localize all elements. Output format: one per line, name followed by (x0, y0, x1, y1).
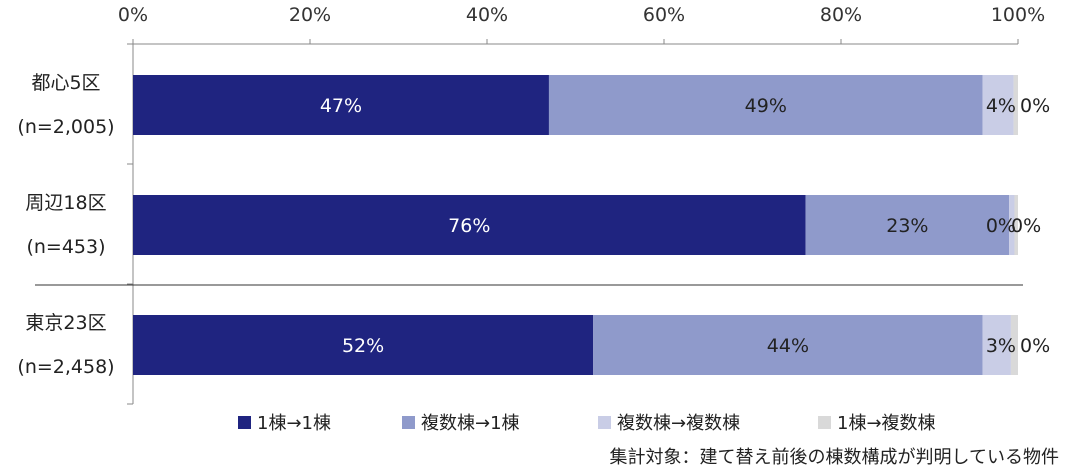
bar-segment (1010, 315, 1018, 375)
legend-swatch (598, 415, 611, 429)
x-tick-label: 40% (466, 4, 508, 26)
bar-segment (1009, 195, 1015, 255)
x-tick-label: 80% (820, 4, 862, 26)
bar-segment (805, 195, 1010, 255)
bar-segment (548, 75, 983, 135)
bar-segment (133, 195, 806, 255)
data-label: 49% (745, 95, 787, 117)
data-label: 0% (1020, 335, 1050, 357)
category-n-label: (n=2,005) (17, 116, 114, 138)
data-label: 0% (986, 215, 1016, 237)
data-label: 52% (342, 335, 384, 357)
bar-segment (133, 315, 594, 375)
bar-segment (982, 75, 1014, 135)
category-label: 周辺18区 (25, 192, 106, 214)
data-label: 3% (986, 335, 1016, 357)
legend-item-series-4: 1棟→複数棟 (818, 409, 936, 435)
bar-segment (1014, 195, 1018, 255)
legend-swatch (238, 415, 251, 429)
legend-swatch (818, 415, 831, 429)
category-n-label: (n=2,458) (17, 356, 114, 378)
data-label: 0% (1020, 95, 1050, 117)
data-label: 44% (767, 335, 809, 357)
footnote: 集計対象：建て替え前後の棟数構成が判明している物件 (609, 447, 1059, 468)
legend: 1棟→1棟 複数棟→1棟 複数棟→複数棟 1棟→複数棟 (238, 409, 936, 435)
legend-label: 複数棟→1棟 (421, 413, 520, 434)
data-label: 76% (448, 215, 490, 237)
legend-item-series-3: 複数棟→複数棟 (598, 409, 818, 435)
x-tick-label: 100% (991, 4, 1045, 26)
legend-label: 1棟→1棟 (257, 413, 331, 434)
bar-segment (593, 315, 983, 375)
data-label: 0% (1011, 215, 1041, 237)
bar-segment (133, 75, 549, 135)
data-label: 4% (986, 95, 1016, 117)
category-label: 都心5区 (31, 72, 100, 94)
data-label: 47% (320, 95, 362, 117)
legend-label: 複数棟→複数棟 (617, 413, 741, 434)
legend-label: 1棟→複数棟 (837, 413, 936, 434)
category-label: 東京23区 (25, 312, 106, 334)
bar-segment (1013, 75, 1018, 135)
x-tick-label: 20% (289, 4, 331, 26)
x-tick-label: 60% (643, 4, 685, 26)
legend-swatch (402, 415, 415, 429)
legend-item-series-2: 複数棟→1棟 (402, 409, 598, 435)
bar-segment (982, 315, 1011, 375)
x-tick-label: 0% (118, 4, 148, 26)
data-label: 23% (886, 215, 928, 237)
category-n-label: (n=453) (26, 236, 105, 258)
legend-item-series-1: 1棟→1棟 (238, 409, 402, 435)
